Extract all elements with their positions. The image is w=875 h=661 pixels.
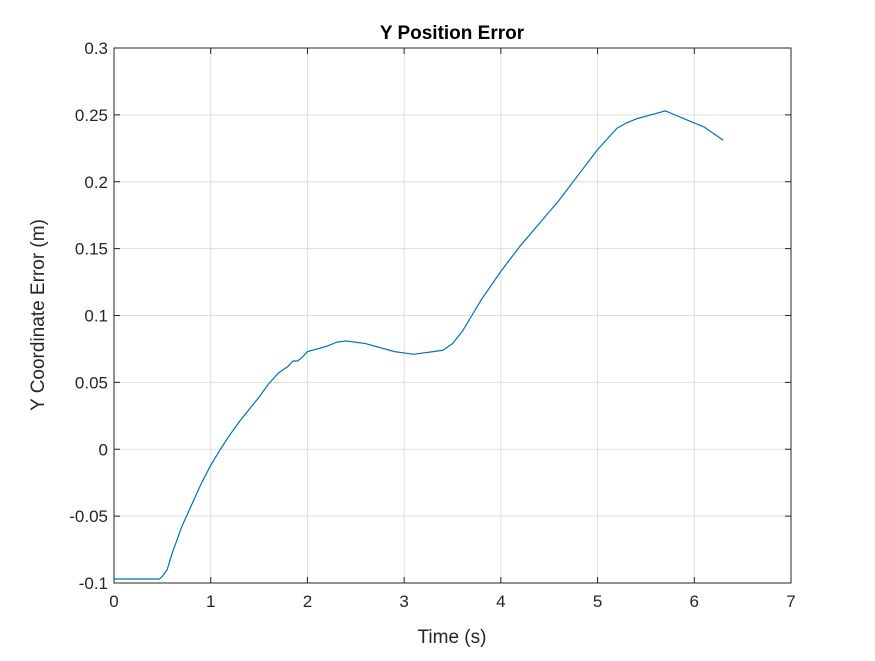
y-tick-label: -0.1 (79, 574, 108, 593)
x-tick-label: 1 (206, 592, 215, 611)
x-tick-label: 3 (399, 592, 408, 611)
series-layer (114, 110, 724, 580)
x-tick-label: 5 (593, 592, 602, 611)
y-tick-label: 0.2 (84, 173, 108, 192)
series-line (114, 110, 724, 580)
y-tick-label: -0.05 (69, 507, 108, 526)
y-tick-label: 0.25 (75, 106, 108, 125)
x-tick-label: 2 (303, 592, 312, 611)
y-tick-label: 0.05 (75, 373, 108, 392)
ticks: 0 1 2 3 4 5 6 7 -0.1 -0.05 0 0.05 0.1 0.15 0.2 0.25 0.3 (69, 39, 795, 611)
y-tick-label: 0.1 (84, 307, 108, 326)
chart-title: Y Position Error (380, 23, 525, 44)
y-axis-label: Y Coordinate Error (m) (28, 219, 49, 411)
x-tick-label: 0 (109, 592, 118, 611)
y-tick-label: 0.3 (84, 39, 108, 58)
x-tick-label: 4 (496, 592, 505, 611)
x-tick-label: 7 (786, 592, 795, 611)
y-tick-label: 0 (99, 440, 108, 459)
y-tick-label: 0.15 (75, 240, 108, 259)
x-tick-label: 6 (690, 592, 699, 611)
x-axis-label: Time (s) (418, 627, 487, 648)
